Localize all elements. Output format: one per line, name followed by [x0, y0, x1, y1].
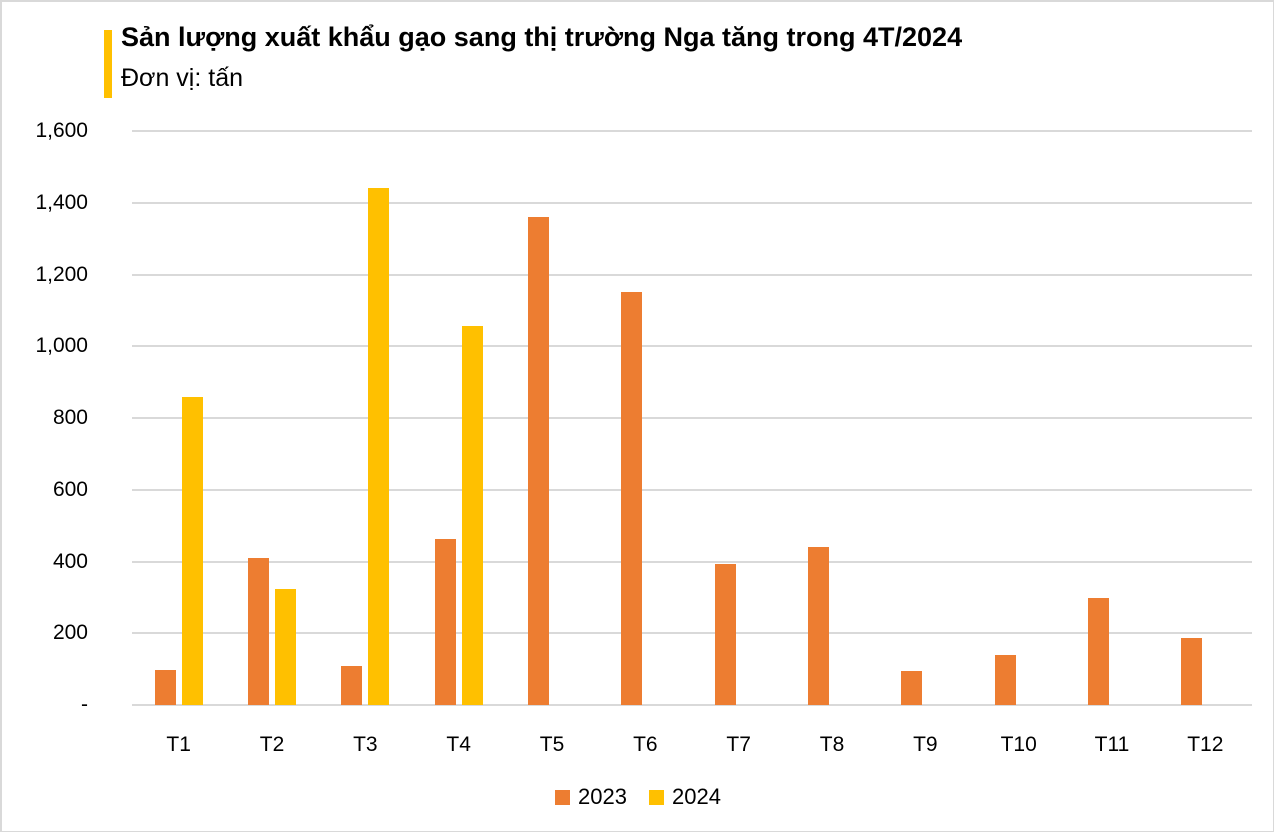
chart-title: Sản lượng xuất khẩu gạo sang thị trường …: [121, 22, 963, 52]
x-tick-label: T7: [726, 733, 751, 756]
legend-item-2024[interactable]: 2024: [649, 784, 721, 810]
x-tick-label: T1: [166, 733, 191, 756]
x-tick-label: T2: [259, 733, 285, 756]
title-accent-bar: [104, 30, 112, 98]
legend: 2023 2024: [0, 784, 1276, 810]
x-tick-label: T9: [913, 733, 938, 756]
bar-2024-T4[interactable]: [461, 326, 483, 705]
bar-2023-T6[interactable]: [621, 292, 643, 705]
gridline: [132, 560, 1252, 563]
y-tick-label: 200: [52, 621, 88, 645]
gridline: [132, 273, 1252, 276]
gridline: [132, 417, 1252, 419]
gridline: [132, 488, 1252, 491]
y-tick-label: -: [81, 693, 88, 716]
x-tick-label: T11: [1094, 733, 1130, 756]
bar-2024-T2[interactable]: [275, 589, 296, 705]
bar-2023-T7[interactable]: [714, 564, 736, 705]
y-tick-label: 1,200: [35, 262, 88, 286]
y-tick-label: 600: [52, 477, 88, 501]
legend-label: 2023: [578, 784, 627, 809]
bar-2023-T12[interactable]: [1181, 637, 1203, 705]
gridline: [132, 201, 1252, 204]
bar-2023-T2[interactable]: [248, 557, 269, 705]
x-tick-label: T6: [633, 733, 658, 756]
gridline: [132, 632, 1252, 635]
bar-2024-T3[interactable]: [368, 188, 390, 705]
legend-swatch-2024: [649, 789, 664, 805]
x-tick-label: T3: [353, 733, 378, 756]
legend-label: 2024: [672, 784, 721, 809]
bar-2023-T5[interactable]: [528, 217, 549, 705]
x-tick-label: T12: [1187, 733, 1224, 756]
y-tick-label: 800: [52, 406, 88, 429]
x-tick-label: T4: [446, 733, 471, 756]
legend-item-2023[interactable]: 2023: [555, 784, 627, 810]
y-tick-label: 400: [52, 549, 88, 573]
bar-2023-T3[interactable]: [341, 665, 363, 705]
x-tick-label: T10: [1000, 733, 1037, 756]
x-tick-label: T5: [539, 733, 565, 756]
gridline: [132, 130, 1252, 132]
y-tick-label: 1,000: [35, 334, 88, 358]
legend-swatch-2023: [555, 789, 571, 805]
gridline: [132, 345, 1252, 348]
x-tick-label: T8: [819, 733, 845, 756]
gridline: [132, 704, 1252, 706]
bar-2023-T11[interactable]: [1088, 598, 1109, 705]
bar-2024-T1[interactable]: [181, 396, 203, 705]
bar-2023-T8[interactable]: [808, 547, 829, 705]
y-tick-label: 1,400: [35, 190, 88, 214]
bar-2023-T4[interactable]: [434, 538, 456, 705]
bar-2023-T10[interactable]: [994, 655, 1016, 705]
bar-2023-T9[interactable]: [901, 670, 923, 705]
y-tick-label: 1,600: [35, 119, 88, 142]
bar-2023-T1[interactable]: [154, 669, 176, 705]
chart-subtitle: Đơn vị: tấn: [121, 64, 243, 92]
